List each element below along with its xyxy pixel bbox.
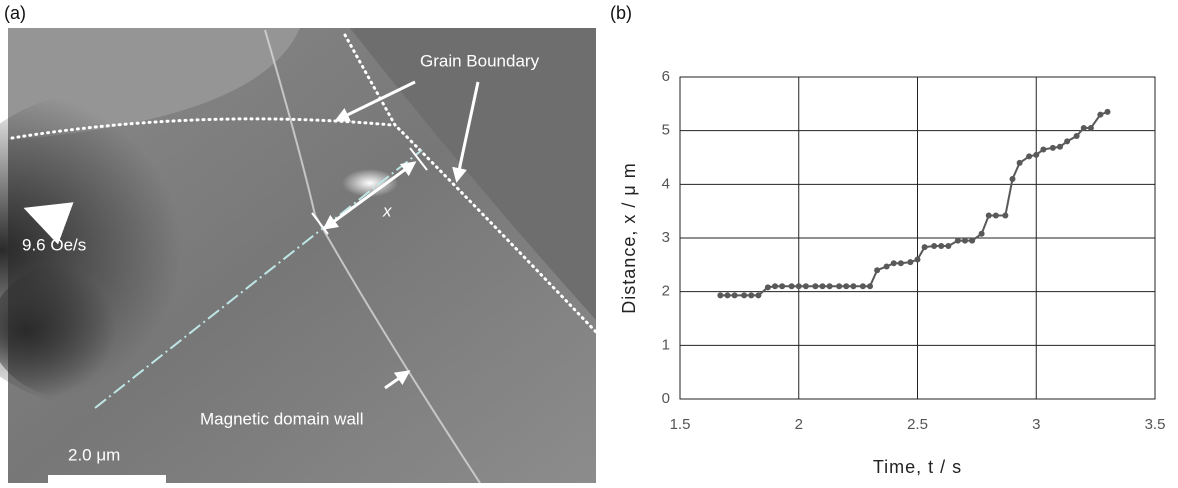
data-point [836,283,842,289]
data-point [827,283,833,289]
page: {"panel_a": {"label": "(a)", "annotation… [0,0,1178,483]
data-point [725,292,731,298]
chart: 0 1 2 3 4 5 6 1.5 2 2.5 3 3.5 Time, t / s Distance, x… [619,68,1166,477]
data-point [915,256,921,262]
data-point [898,260,904,266]
data-point [969,238,975,244]
data-point [955,238,961,244]
data-point [1010,176,1016,182]
data-point [931,243,937,249]
data-point [1081,125,1087,131]
x-tick-label: 2 [795,416,803,433]
data-point [1064,138,1070,144]
data-point [755,292,761,298]
data-point [1050,145,1056,151]
data-point [820,283,826,289]
data-point [717,292,723,298]
data-point [874,267,880,273]
data-point [938,243,944,249]
x-tick-label: 1.5 [670,416,691,433]
data-point [860,283,866,289]
data-point [891,260,897,266]
data-point [765,284,771,290]
data-point [979,231,985,237]
annotation: 9.6 Oe/s [22,235,86,254]
data-point [993,212,999,218]
data-point [812,283,818,289]
panel-label: (a) [4,3,26,23]
data-point [945,243,951,249]
data-point [779,283,785,289]
data-point [803,283,809,289]
figure: (a) Grain Boundary 9.6 Oe/s x Magnetic d… [0,0,1178,483]
annotation: Grain Boundary [420,51,540,70]
data-point [796,283,802,289]
data-point [850,283,856,289]
x-tick-label: 3.5 [1145,416,1166,433]
data-point [843,283,849,289]
data-point [922,244,928,250]
data-point [1017,160,1023,166]
data-point [1057,144,1063,150]
panel-label: (b) [610,3,632,23]
data-point [741,292,747,298]
data-point [867,283,873,289]
data-point [1097,112,1103,118]
data-point [1105,109,1111,115]
scale-bar-label: 2.0 μm [68,445,120,464]
data-point [1002,212,1008,218]
y-tick-label: 4 [662,175,670,192]
data-point [884,263,890,269]
y-tick-label: 3 [662,229,670,246]
data-line [720,112,1107,296]
annotation: Magnetic domain wall [200,409,363,428]
data-point [1040,146,1046,152]
data-point [772,283,778,289]
annotation: x [382,201,392,220]
data-point [789,283,795,289]
data-point [1088,125,1094,131]
y-tick-label: 1 [662,336,670,353]
x-tick-label: 2.5 [907,416,928,433]
data-point [986,212,992,218]
y-tick-label: 2 [662,283,670,300]
data-point [1033,152,1039,158]
data-point [732,292,738,298]
y-tick-label: 5 [662,122,670,139]
micrograph: Grain Boundary 9.6 Oe/s x Magnetic domai… [0,28,596,483]
y-axis-title: Distance, x / μ m [619,162,639,313]
data-point [748,292,754,298]
data-point [1026,153,1032,159]
x-tick-label: 3 [1032,416,1040,433]
y-tick-label: 0 [662,390,670,407]
data-point [1074,133,1080,139]
y-tick-label: 6 [662,68,670,85]
x-axis-title: Time, t / s [873,457,962,477]
data-point [907,259,913,265]
data-point [962,238,968,244]
